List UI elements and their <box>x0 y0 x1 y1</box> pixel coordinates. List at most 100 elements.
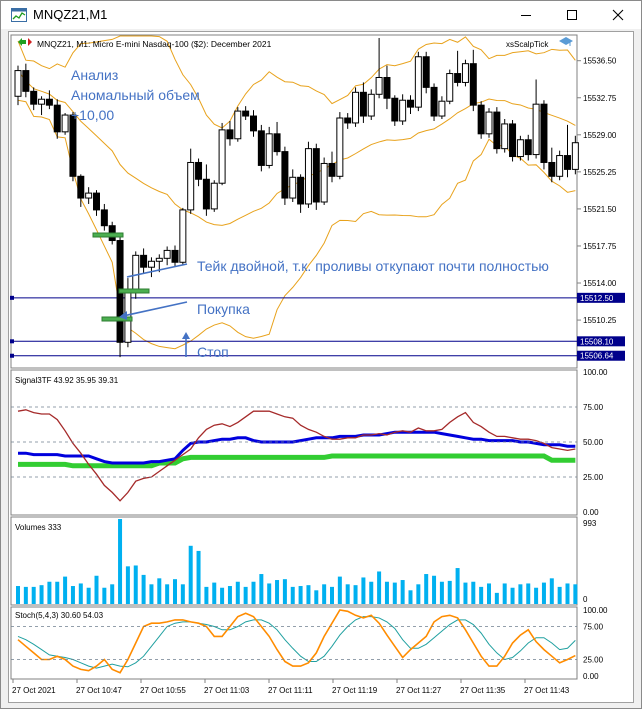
time-tick-label: 27 Oct 11:43 <box>524 686 570 695</box>
price-level-label: 15506.64 <box>580 352 614 361</box>
close-button[interactable] <box>595 1 641 29</box>
candle-body <box>69 114 77 177</box>
trade-markers <box>92 232 150 322</box>
time-tick-label: 27 Oct 10:47 <box>76 686 122 695</box>
price-tick-label: 15521.50 <box>583 205 617 214</box>
price-level-handle <box>10 339 14 344</box>
volume-bar <box>220 587 225 604</box>
volume-bar <box>408 590 413 604</box>
volume-bar <box>549 578 554 604</box>
candle-body <box>344 117 352 124</box>
volume-bar <box>314 590 319 604</box>
stochastic-panel[interactable] <box>10 606 578 680</box>
chart-window-icon <box>11 8 27 22</box>
volume-bar <box>196 550 201 604</box>
candle-body <box>265 133 273 166</box>
candle-body <box>226 129 234 140</box>
candle-body <box>399 99 407 122</box>
volume-bar <box>518 584 523 604</box>
analysis-volume: Аномальный объем <box>71 87 200 103</box>
candle-body <box>414 56 422 108</box>
volume-bar <box>86 587 91 604</box>
volume-bar <box>227 586 232 604</box>
candle-body <box>556 155 564 177</box>
candle-body <box>93 192 100 211</box>
volume-bar <box>369 581 374 604</box>
candle-body <box>38 98 46 105</box>
candle-body <box>195 161 203 180</box>
volume-bar <box>502 583 507 604</box>
chart-canvas[interactable]: 15512.50 15508.10 15506.64 15536.50 15532.7… <box>9 32 635 704</box>
volume-bar <box>282 579 287 604</box>
candle-body <box>336 117 344 177</box>
volume-bar <box>557 586 562 604</box>
volume-bar <box>251 581 256 604</box>
candle-body <box>304 148 312 205</box>
candle-body <box>524 139 532 156</box>
buy-label: Покупка <box>197 301 250 317</box>
candle-body <box>446 73 454 102</box>
indicator-name: xsScalpTick <box>506 40 549 49</box>
volume-bar <box>118 519 123 604</box>
price-panel[interactable] <box>10 34 578 369</box>
candle-body <box>501 123 509 150</box>
candle-body <box>359 91 367 117</box>
price-levels[interactable]: 15512.50 15508.10 15506.64 <box>10 292 625 361</box>
candle-body <box>187 161 195 211</box>
candle-body <box>540 103 548 163</box>
volume-bars <box>16 519 578 604</box>
stop-arrow-icon <box>182 332 190 339</box>
volume-max-label: 993 <box>583 519 597 528</box>
minimize-icon <box>521 15 531 16</box>
volume-bar <box>275 580 280 604</box>
candle-body <box>493 111 501 150</box>
price-tick-label: 15529.00 <box>583 131 617 140</box>
stoch-label: Stoch(5,4,3) 30.60 54.03 <box>15 611 104 620</box>
indicator-badge[interactable]: xsScalpTick <box>506 37 573 49</box>
price-tick-label: 15517.75 <box>583 242 617 251</box>
volume-bar <box>471 581 476 604</box>
volume-bar <box>188 545 193 604</box>
candle-body <box>564 155 571 170</box>
volume-bar <box>510 587 515 604</box>
signal-green-line <box>18 453 576 469</box>
time-tick-label: 27 Oct 11:11 <box>268 686 313 695</box>
candle-body <box>407 99 414 108</box>
stoch-main-line <box>17 609 576 674</box>
candle-body <box>14 70 22 97</box>
candle-body <box>469 63 477 106</box>
candle-body <box>438 100 446 117</box>
volume-bar <box>47 581 52 604</box>
title-bar[interactable]: MNQZ21,M1 <box>1 1 641 29</box>
stoch-tick-label: 75.00 <box>583 623 604 632</box>
price-tick-label: 15525.25 <box>583 168 617 177</box>
candle-body <box>77 175 85 199</box>
stoch-tick-label: 25.00 <box>583 656 604 665</box>
candle-body <box>30 90 38 105</box>
volume-min-label: 0 <box>583 595 588 604</box>
candle-body <box>391 97 399 122</box>
candle-body <box>289 176 297 199</box>
candle-body <box>532 103 540 156</box>
signal-tick-label: 25.00 <box>583 473 604 482</box>
candle-body <box>297 176 305 205</box>
buy-pointer-line <box>122 301 188 317</box>
candle-body <box>516 139 524 158</box>
volume-bar <box>322 584 327 604</box>
volume-bar <box>78 583 83 604</box>
candle-body <box>53 104 61 133</box>
candle-body <box>85 192 93 199</box>
time-tick-label: 27 Oct 11:27 <box>396 686 442 695</box>
signal-tick-label: 100.00 <box>583 368 608 377</box>
minimize-button[interactable] <box>503 1 549 29</box>
candle-body <box>22 70 30 92</box>
maximize-button[interactable] <box>549 1 595 29</box>
volume-bar <box>494 592 499 604</box>
price-tick-label: 15536.50 <box>583 57 617 66</box>
time-tick-label: 27 Oct 10:55 <box>140 686 186 695</box>
chart-area[interactable]: 15512.50 15508.10 15506.64 15536.50 15532.7… <box>8 31 634 703</box>
signal-tick-label: 75.00 <box>583 403 604 412</box>
volume-bar <box>290 586 295 604</box>
buy-annotation: Покупка <box>119 301 250 320</box>
volume-bar <box>416 584 421 604</box>
